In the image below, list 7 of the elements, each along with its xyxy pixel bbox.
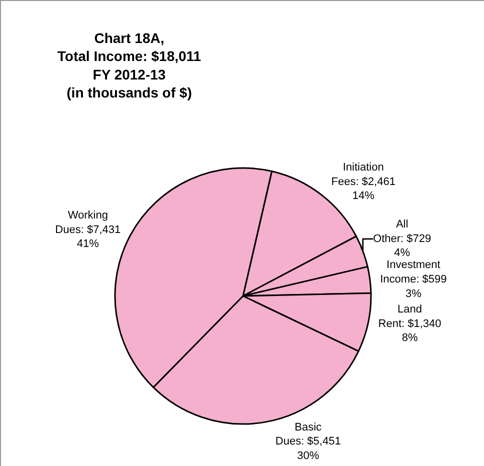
chart-title: Chart 18A, Total Income: $18,011 FY 2012-13 (in thousands of $) bbox=[57, 30, 202, 101]
slice-label: All Other: $729 4% bbox=[373, 218, 432, 260]
slice-label: Initiation Fees: $2,461 14% bbox=[331, 162, 396, 202]
slice-label: Investment Income: $599 3% bbox=[380, 259, 447, 300]
slice-label: Basic Dues: $5,451 30% bbox=[275, 421, 341, 462]
slice-label: Land Rent: $1,340 8% bbox=[378, 303, 442, 344]
slice-label: Working Dues: $7,431 41% bbox=[55, 209, 121, 250]
